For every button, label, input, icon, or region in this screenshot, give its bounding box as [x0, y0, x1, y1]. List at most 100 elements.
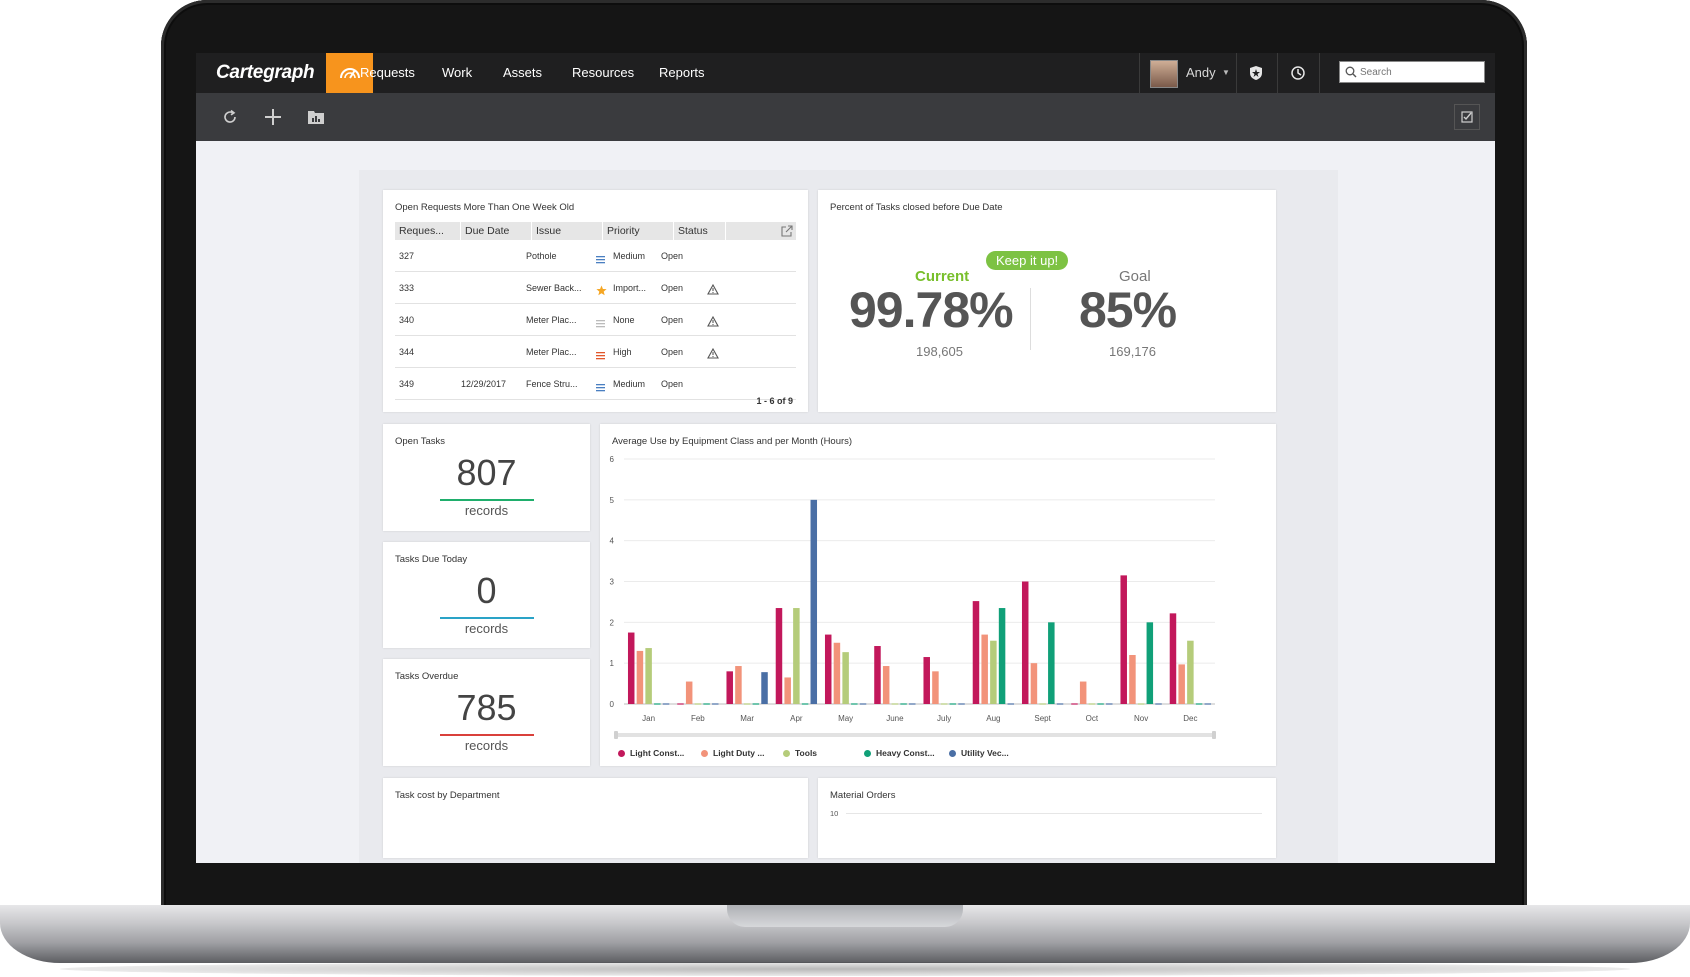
chart-bar: [1021, 581, 1029, 704]
open-requests-title: Open Requests More Than One Week Old: [395, 202, 575, 213]
chart-bar: [793, 608, 800, 704]
table-row[interactable]: 349 12/29/2017 Fence Stru... Medium Open: [395, 368, 796, 400]
chart-bar: [972, 601, 980, 704]
legend-label: Utility Vec...: [961, 748, 1009, 758]
chart-bar: [636, 650, 644, 704]
folder-button[interactable]: [304, 105, 328, 129]
warning-icon[interactable]: [707, 314, 719, 332]
brand-logo[interactable]: Cartegraph: [216, 62, 315, 83]
nav-resources[interactable]: Resources: [572, 65, 635, 80]
legend-item[interactable]: Heavy Const...: [864, 748, 935, 758]
table-row[interactable]: 344 Meter Plac... High Open: [395, 336, 796, 368]
divider: [1030, 288, 1031, 350]
legend-swatch: [864, 750, 871, 757]
legend-swatch: [618, 750, 625, 757]
chevron-down-icon: ▼: [1222, 68, 1230, 77]
history-button[interactable]: [1277, 53, 1320, 93]
nav-reports[interactable]: Reports: [659, 65, 705, 80]
y-tick-label: 0: [610, 700, 615, 709]
chart-bar: [1079, 681, 1087, 704]
chart-bar: [842, 652, 849, 704]
current-count: 198,605: [916, 344, 963, 359]
warning-icon[interactable]: [707, 346, 719, 364]
table-row[interactable]: 327 Pothole Medium Open: [395, 240, 796, 272]
chart-bar: [981, 634, 988, 704]
table-pager[interactable]: 1 - 6 of 9: [756, 396, 793, 406]
legend-label: Tools: [795, 748, 818, 758]
kpi-tasks-overdue[interactable]: Tasks Overdue 785 records: [383, 659, 590, 766]
chart-bar: [882, 666, 890, 704]
material-orders-card: Material Orders 10: [818, 778, 1276, 858]
chart-bar: [1030, 663, 1038, 704]
cell-due-date: 12/29/2017: [461, 379, 507, 389]
external-link-icon[interactable]: [781, 225, 793, 237]
y-tick-label: 2: [610, 618, 615, 627]
app-screen: Cartegraph Requests Work Assets Resource…: [196, 53, 1495, 863]
legend-item[interactable]: Tools: [783, 748, 817, 758]
table-row[interactable]: 340 Meter Plac... None Open: [395, 304, 796, 336]
refresh-button[interactable]: [218, 105, 242, 129]
chart-bar: [1048, 622, 1055, 704]
col-priority[interactable]: Priority: [603, 222, 674, 240]
cell-issue: Meter Plac...: [526, 315, 577, 325]
legend-label: Heavy Const...: [876, 748, 935, 758]
legend-item[interactable]: Light Duty ...: [701, 748, 764, 758]
percent-closed-card: Percent of Tasks closed before Due Date …: [818, 190, 1276, 412]
nav-work[interactable]: Work: [442, 65, 473, 80]
add-button[interactable]: [261, 105, 285, 129]
y-tick-label: 4: [610, 537, 615, 546]
legend-item[interactable]: Light Const...: [618, 748, 684, 758]
x-tick-label: Sept: [1034, 714, 1051, 723]
legend-item[interactable]: Utility Vec...: [949, 748, 1009, 758]
chart-bar: [824, 634, 832, 704]
task-cost-card: Task cost by Department: [383, 778, 808, 858]
chart-bar: [923, 657, 930, 704]
priority-bars-icon: [596, 251, 605, 264]
security-button[interactable]: [1235, 53, 1278, 93]
chart-range-track: [616, 733, 1216, 737]
user-menu[interactable]: Andy ▼: [1139, 53, 1237, 93]
equipment-usage-chart: 0 1 2 3 4 5 6 Jan Feb Mar Apr May June July Aug Sept Oct…: [610, 455, 1216, 739]
legend-swatch: [701, 750, 708, 757]
search-icon: [1345, 66, 1357, 78]
cell-status: Open: [661, 347, 684, 357]
chart-bar: [1129, 655, 1136, 704]
material-orders-tick: 10: [830, 809, 839, 818]
kpi-open-tasks[interactable]: Open Tasks 807 records: [383, 424, 590, 531]
x-tick-label: Dec: [1183, 714, 1197, 723]
nav-requests[interactable]: Requests: [360, 65, 415, 80]
x-tick-label: Jan: [642, 714, 655, 723]
col-request[interactable]: Reques...: [395, 222, 461, 240]
kpi-title: Tasks Overdue: [395, 671, 459, 682]
kpi-accent-line: [440, 499, 534, 501]
kpi-title: Open Tasks: [395, 436, 445, 447]
chart-bar: [627, 632, 635, 704]
plus-icon: [265, 109, 281, 125]
nav-assets[interactable]: Assets: [503, 65, 543, 80]
kpi-unit: records: [464, 738, 509, 753]
tasks-button[interactable]: [1454, 104, 1480, 130]
priority-bars-icon: [596, 379, 605, 392]
legend-label: Light Duty ...: [713, 748, 765, 758]
col-due-date[interactable]: Due Date: [461, 222, 532, 240]
x-tick-label: July: [937, 714, 951, 723]
current-value: 99.78%: [849, 282, 1014, 338]
goal-value: 85%: [1079, 282, 1177, 338]
goal-label: Goal: [1119, 268, 1151, 285]
table-row[interactable]: 333 Sewer Back... Import... Open: [395, 272, 796, 304]
cell-status: Open: [661, 379, 684, 389]
chart-bar: [1146, 622, 1154, 704]
search-input[interactable]: [1360, 64, 1480, 80]
laptop-notch: [727, 905, 963, 927]
cell-request-id: 349: [399, 379, 415, 389]
chart-bar: [784, 677, 791, 704]
table-header: Reques... Due Date Issue Priority Status: [395, 222, 796, 240]
kpi-tasks-due-today[interactable]: Tasks Due Today 0 records: [383, 542, 590, 648]
chart-title: Average Use by Equipment Class and per M…: [612, 436, 853, 447]
dashboard-home-button[interactable]: [326, 53, 373, 93]
cell-request-id: 333: [399, 283, 415, 293]
chart-bar: [1178, 664, 1185, 704]
col-status[interactable]: Status: [674, 222, 726, 240]
warning-icon[interactable]: [707, 282, 719, 300]
col-issue[interactable]: Issue: [532, 222, 603, 240]
